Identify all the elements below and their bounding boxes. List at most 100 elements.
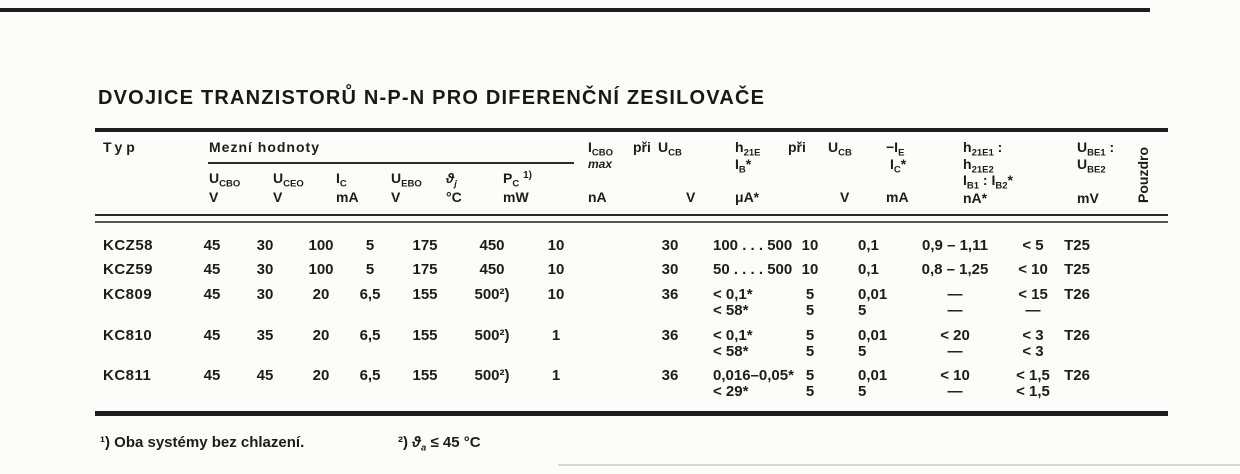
table-cell: 175	[412, 237, 438, 254]
col-header-ucb-1: UCB	[658, 139, 682, 159]
table-cell: 45	[203, 286, 221, 303]
table-cell: —	[947, 302, 963, 319]
col-header-h21e: h21E	[735, 139, 761, 159]
row-label: KC811	[103, 367, 152, 384]
col-header-uebo: UEBO	[391, 170, 422, 190]
row-label: KCZ58	[103, 237, 154, 254]
scan-artifact-line	[558, 464, 1240, 466]
table-cell: < 5	[1022, 237, 1044, 254]
table-cell: —	[947, 383, 963, 400]
table-cell: 0,1	[858, 237, 879, 254]
table-cell: 5	[365, 261, 375, 278]
col-header-ic: IC	[336, 170, 347, 190]
table-cell: 45	[203, 367, 221, 384]
table-cell: 6,5	[359, 327, 381, 344]
table-cell: < 0,1*	[713, 286, 753, 303]
table-cell: 30	[661, 237, 679, 254]
col-header-icbo: ICBO	[588, 139, 614, 159]
table-cell: 30	[256, 261, 274, 278]
table-cell: 0,01	[858, 327, 888, 344]
unit-theta-j: °C	[446, 189, 462, 205]
table-cell: < 58*	[713, 343, 749, 360]
col-header-pc: PC 1)	[503, 170, 533, 190]
table-cell: 5	[805, 286, 815, 303]
col-header-h21e1: h21E1 :	[963, 139, 1003, 159]
table-cell: 5	[365, 237, 375, 254]
col-header-typ: Typ	[103, 139, 139, 155]
table-cell: 450	[479, 237, 505, 254]
col-header-ucb-2: UCB	[828, 139, 852, 159]
table-cell: 36	[661, 286, 679, 303]
unit-h21e: μA*	[735, 189, 760, 205]
table-cell: 10	[547, 261, 565, 278]
table-cell: 36	[661, 367, 679, 384]
table-cell: < 1,5	[1016, 367, 1050, 384]
table-cell: < 3	[1022, 343, 1044, 360]
unit-ratio: nA*	[963, 190, 988, 206]
table-cell: 100 . . . 500	[713, 237, 793, 254]
table-cell: 30	[256, 286, 274, 303]
col-header-pri-2: při	[788, 139, 806, 155]
col-header-ube1: UBE1 :	[1077, 139, 1115, 159]
table-cell: 10	[801, 237, 819, 254]
footnote-1: ¹) Oba systémy bez chlazení.	[100, 434, 305, 451]
col-header-mezni-hodnoty: Mezní hodnoty	[209, 139, 320, 155]
col-header-ie: −IE	[886, 139, 905, 159]
col-header-ucbo: UCBO	[209, 170, 241, 190]
table-cell: —	[947, 286, 963, 303]
col-header-ic-cond: IC*	[890, 156, 907, 176]
table-top-rule	[95, 128, 1168, 132]
table-cell: 500²)	[474, 286, 510, 303]
table-cell: 5	[805, 327, 815, 344]
table-cell: 5	[858, 343, 867, 360]
table-cell: 0,016–0,05*	[713, 367, 794, 384]
table-cell: < 15	[1018, 286, 1048, 303]
table-cell: 0,1	[858, 261, 879, 278]
table-cell: 155	[412, 286, 438, 303]
table-cell: 30	[256, 237, 274, 254]
table-cell: 6,5	[359, 286, 381, 303]
table-cell: 10	[801, 261, 819, 278]
table-cell: 6,5	[359, 367, 381, 384]
table-cell: —	[947, 343, 963, 360]
table-cell: < 58*	[713, 302, 749, 319]
table-cell: T25	[1064, 237, 1090, 254]
row-label: KC810	[103, 327, 153, 344]
table-cell: 5	[805, 367, 815, 384]
unit-ucb-2: V	[840, 189, 850, 205]
col-header-h21e2: h21E2	[963, 156, 994, 176]
table-cell: 5	[858, 383, 867, 400]
unit-ucbo: V	[209, 189, 219, 205]
unit-uceo: V	[273, 189, 283, 205]
table-cell: 500²)	[474, 367, 510, 384]
table-cell: —	[1025, 302, 1041, 319]
table-cell: 100	[308, 237, 334, 254]
table-cell: 0,01	[858, 367, 888, 384]
table-cell: 10	[547, 237, 565, 254]
table-cell: 20	[312, 286, 330, 303]
unit-uebo: V	[391, 189, 401, 205]
table-cell: 36	[661, 327, 679, 344]
unit-pc: mW	[503, 189, 529, 205]
table-cell: 35	[256, 327, 274, 344]
unit-ube: mV	[1077, 190, 1099, 206]
table-cell: 0,01	[858, 286, 888, 303]
table-cell: T25	[1064, 261, 1090, 278]
table-cell: 45	[203, 327, 221, 344]
table-cell: 20	[312, 367, 330, 384]
table-cell: < 3	[1022, 327, 1044, 344]
table-cell: 5	[805, 302, 815, 319]
table-cell: 10	[547, 286, 565, 303]
table-cell: < 29*	[713, 383, 749, 400]
table-cell: 50 . . . . 500	[713, 261, 793, 278]
table-cell: < 0,1*	[713, 327, 753, 344]
unit-icbo: nA	[588, 189, 607, 205]
table-cell: 5	[805, 343, 815, 360]
table-cell: 30	[661, 261, 679, 278]
header-bottom-rule	[95, 214, 1168, 223]
table-cell: 450	[479, 261, 505, 278]
table-bottom-rule	[95, 411, 1168, 416]
table-cell: 500²)	[474, 327, 510, 344]
row-label: KCZ59	[103, 261, 154, 278]
col-header-ib1-ib2: IB1 : IB2*	[963, 172, 1013, 192]
